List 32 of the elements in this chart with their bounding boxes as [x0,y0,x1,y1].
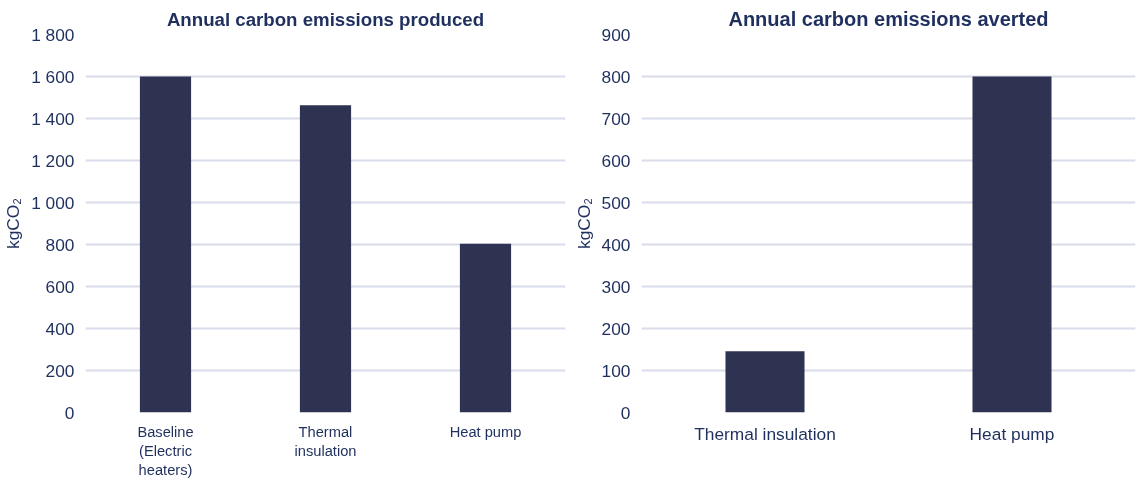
y-tick-label: 600 [601,150,631,171]
y-tick-label: 500 [601,192,631,213]
chart-title: Annual carbon emissions produced [166,8,485,30]
y-tick-label: 1 400 [31,108,75,129]
y-tick-label: 1 600 [31,66,75,87]
y-tick-label: 200 [45,360,75,381]
x-tick-label: Baseline (Electric heaters) [137,423,194,478]
y-axis-title: kgCO₂ [3,197,24,250]
y-tick-label: 1 800 [31,24,75,45]
y-tick-label: 600 [45,276,75,297]
x-tick-label: Thermal insulation [294,423,357,459]
x-tick-label: Thermal insulation [694,423,836,444]
y-tick-label: 800 [45,234,75,255]
y-tick-label: 700 [601,108,631,129]
y-tick-label: 1 200 [31,150,75,171]
x-tick-label: Heat pump [969,423,1055,444]
y-tick-label: 800 [601,66,631,87]
bar [459,243,512,413]
y-tick-label: 400 [601,234,631,255]
y-tick-label: 300 [601,276,631,297]
chart-title: Annual carbon emissions averted [728,7,1049,30]
y-axis-title: kgCO₂ [573,197,594,250]
y-tick-label: 0 [64,402,75,423]
y-tick-label: 0 [620,402,631,423]
y-tick-label: 100 [601,360,631,381]
y-tick-label: 400 [45,318,75,339]
y-tick-label: 200 [601,318,631,339]
bar [299,105,352,413]
y-tick-label: 900 [601,24,631,45]
bar [139,76,192,413]
x-tick-label: Heat pump [449,423,522,440]
y-tick-label: 1 000 [31,192,75,213]
